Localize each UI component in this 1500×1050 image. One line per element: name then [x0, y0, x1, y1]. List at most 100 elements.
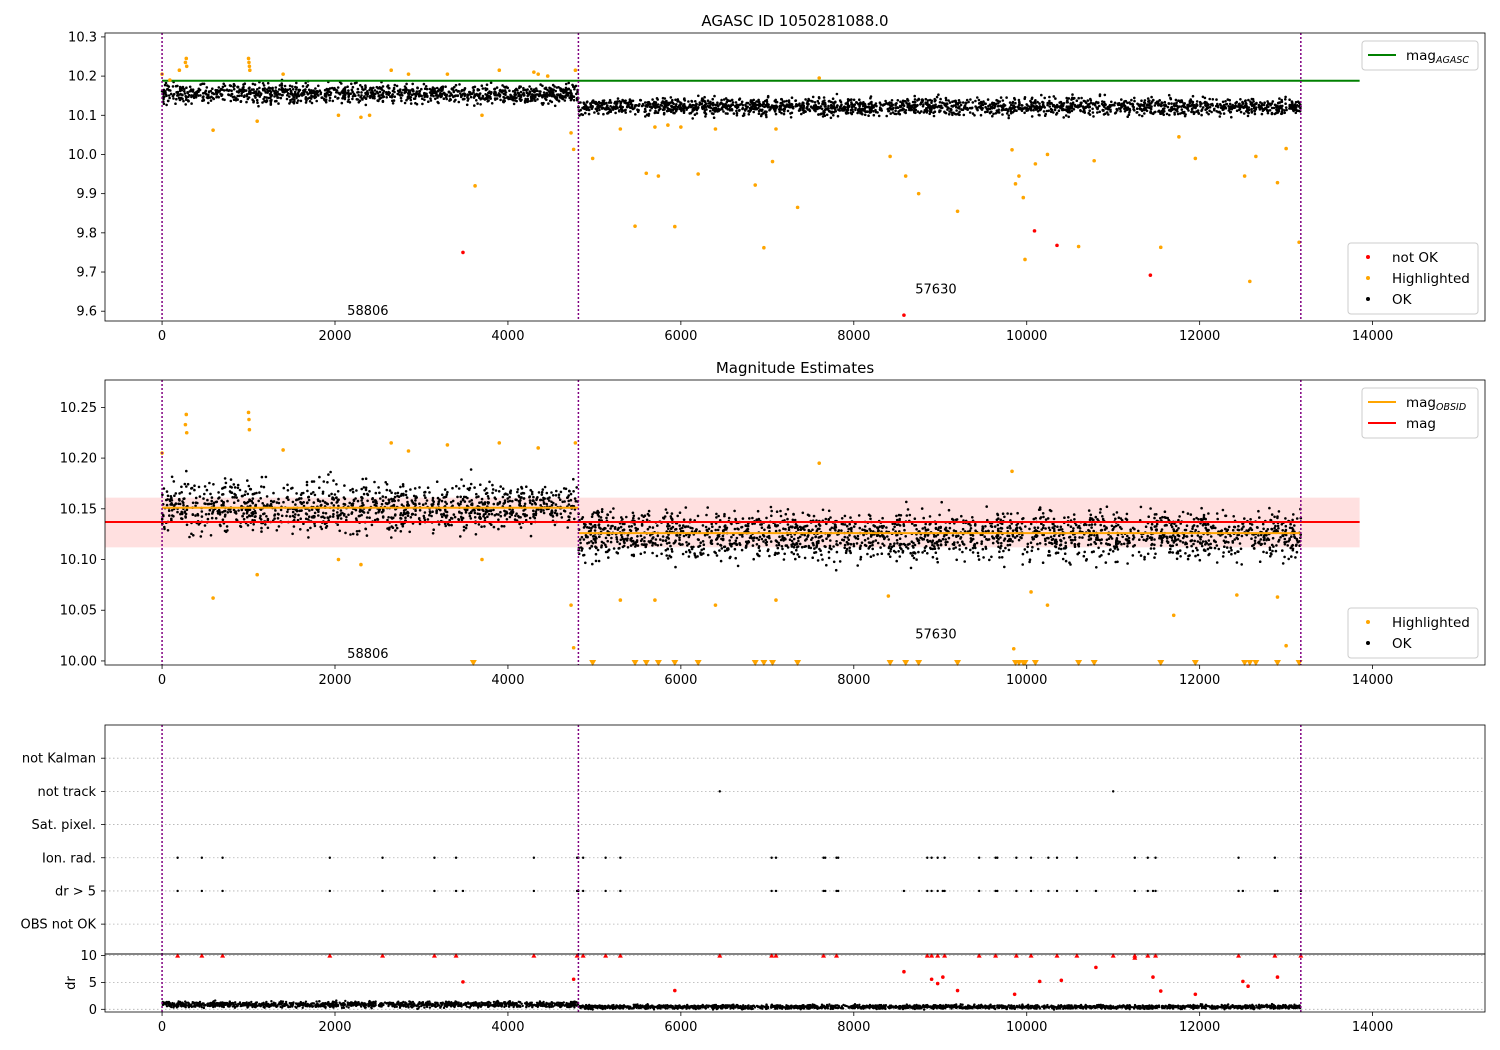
ok-point — [810, 99, 813, 103]
ok-point — [402, 509, 406, 512]
ok-point — [1143, 99, 1147, 102]
ok-point — [305, 480, 309, 484]
ok-point — [999, 104, 1002, 108]
ok-point — [475, 492, 478, 496]
data-point — [666, 123, 670, 127]
ok-point — [674, 98, 677, 102]
ok-point — [962, 113, 966, 117]
ok-point — [392, 88, 396, 91]
ok-point — [343, 93, 347, 97]
ok-point — [424, 496, 427, 500]
ok-point — [469, 468, 473, 471]
ok-point — [318, 486, 321, 490]
ok-point — [188, 85, 192, 89]
ok-point — [1288, 107, 1291, 110]
axes-frame — [104, 32, 1486, 322]
ok-point — [1208, 97, 1211, 101]
ok-point — [349, 92, 353, 95]
ok-point — [1238, 102, 1241, 106]
ok-point — [530, 94, 534, 98]
ok-point — [1179, 112, 1182, 115]
ok-point — [364, 92, 368, 96]
ok-point — [834, 100, 837, 104]
ok-point — [457, 100, 461, 104]
ok-point — [715, 512, 718, 516]
ok-point — [479, 98, 482, 101]
ok-point — [423, 494, 426, 497]
data-point — [762, 245, 766, 250]
ok-point — [470, 92, 474, 96]
ok-point — [409, 516, 413, 519]
ok-point — [394, 529, 397, 532]
ok-point — [747, 113, 751, 116]
data-point — [1148, 273, 1153, 277]
ok-point — [928, 110, 932, 113]
ok-point — [727, 104, 730, 107]
ok-point — [165, 503, 169, 507]
ok-point — [542, 91, 546, 94]
ok-point — [1043, 96, 1046, 100]
ok-point — [377, 509, 381, 513]
ok-point — [280, 514, 284, 518]
ok-point — [1113, 103, 1116, 107]
ok-point — [423, 87, 427, 90]
ok-point — [426, 518, 430, 521]
ok-point — [378, 491, 381, 495]
ok-point — [475, 92, 479, 96]
ok-point — [927, 105, 930, 109]
ok-point — [1094, 515, 1098, 519]
ok-point — [752, 101, 755, 105]
ok-point — [234, 493, 237, 497]
ok-point — [911, 100, 915, 104]
ok-point — [874, 108, 877, 112]
ok-point — [393, 514, 397, 517]
ok-point — [520, 487, 524, 490]
ok-point — [384, 481, 388, 484]
ok-point — [483, 502, 487, 506]
ok-point — [505, 518, 509, 521]
ok-point — [562, 88, 566, 92]
ok-point — [494, 98, 497, 101]
ok-point — [346, 85, 349, 88]
data-point — [445, 72, 450, 76]
ok-point — [360, 509, 364, 512]
data-point — [1013, 182, 1018, 186]
ok-point — [358, 99, 362, 102]
ok-point — [255, 88, 259, 91]
ok-point — [488, 95, 492, 99]
ok-point — [674, 565, 677, 569]
ok-point — [1139, 505, 1143, 509]
ok-point — [307, 536, 310, 539]
ok-point — [176, 90, 180, 94]
ok-point — [563, 500, 566, 503]
ok-point — [394, 492, 397, 495]
ok-point — [755, 100, 758, 103]
ok-point — [671, 98, 674, 102]
ok-point — [647, 103, 650, 106]
ok-point — [473, 516, 477, 519]
ok-point — [439, 508, 442, 512]
ok-point — [558, 96, 562, 99]
ok-point — [1246, 114, 1250, 118]
ok-point — [364, 527, 367, 531]
ok-point — [856, 534, 860, 538]
ok-point — [319, 91, 323, 94]
ok-point — [896, 106, 900, 109]
ok-point — [458, 511, 461, 514]
ok-point — [183, 497, 186, 500]
ok-point — [194, 496, 198, 500]
ok-point — [257, 90, 261, 93]
ok-point — [440, 513, 443, 516]
ok-point — [573, 87, 576, 91]
ok-point — [975, 107, 978, 110]
ok-point — [251, 528, 255, 532]
ok-point — [820, 107, 824, 111]
ok-point — [462, 529, 466, 532]
ok-point — [443, 495, 447, 499]
ok-point — [1098, 93, 1102, 96]
ok-point — [351, 490, 355, 494]
ok-point — [426, 95, 429, 99]
ok-point — [518, 97, 522, 101]
ok-point — [243, 493, 247, 497]
ok-point — [1069, 525, 1073, 528]
